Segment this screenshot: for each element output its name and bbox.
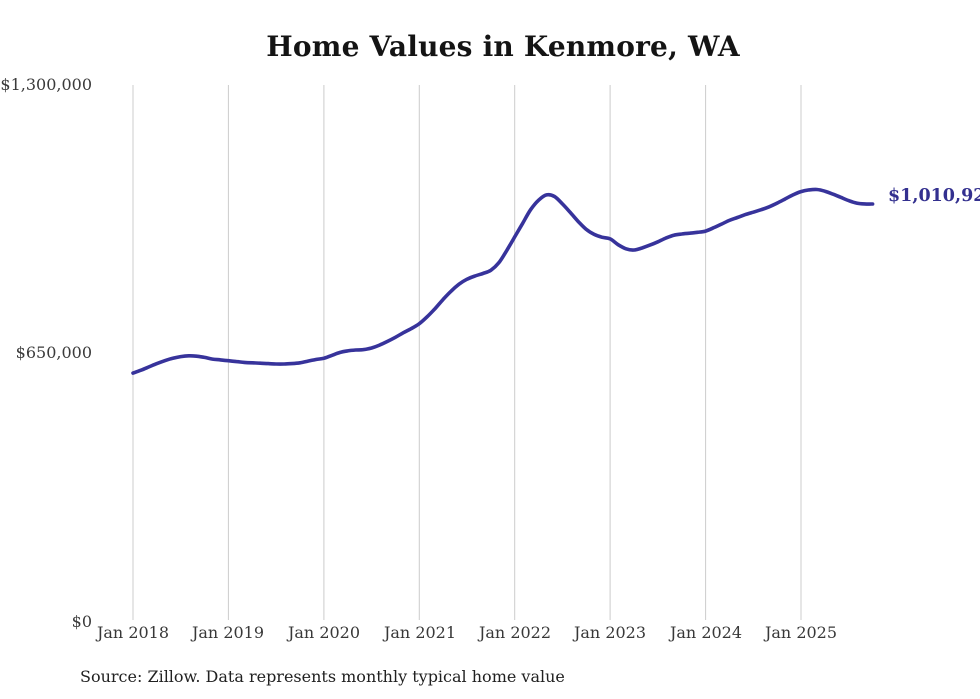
y-axis-tick-650000: $650,000 (15, 343, 92, 362)
y-axis-tick-1300000: $1,300,000 (0, 75, 92, 94)
home-value-line (131, 187, 875, 375)
x-axis-tick-jan-2022: Jan 2022 (478, 623, 552, 642)
chart-title: Home Values in Kenmore, WA (266, 30, 740, 63)
x-axis-tick-jan-2020: Jan 2020 (287, 623, 361, 642)
x-axis-tick-jan-2019: Jan 2019 (191, 623, 265, 642)
x-axis-tick-jan-2021: Jan 2021 (383, 623, 457, 642)
y-axis-tick-0: $0 (71, 612, 92, 631)
source-note: Source: Zillow. Data represents monthly … (80, 667, 565, 686)
x-axis-tick-jan-2025: Jan 2025 (764, 623, 838, 642)
latest-value-label: $1,010,920 (888, 186, 980, 206)
vertical-gridlines (132, 85, 802, 620)
x-axis-tick-jan-2023: Jan 2023 (573, 623, 647, 642)
x-axis-tick-jan-2018: Jan 2018 (96, 623, 170, 642)
x-axis-tick-jan-2024: Jan 2024 (669, 623, 743, 642)
